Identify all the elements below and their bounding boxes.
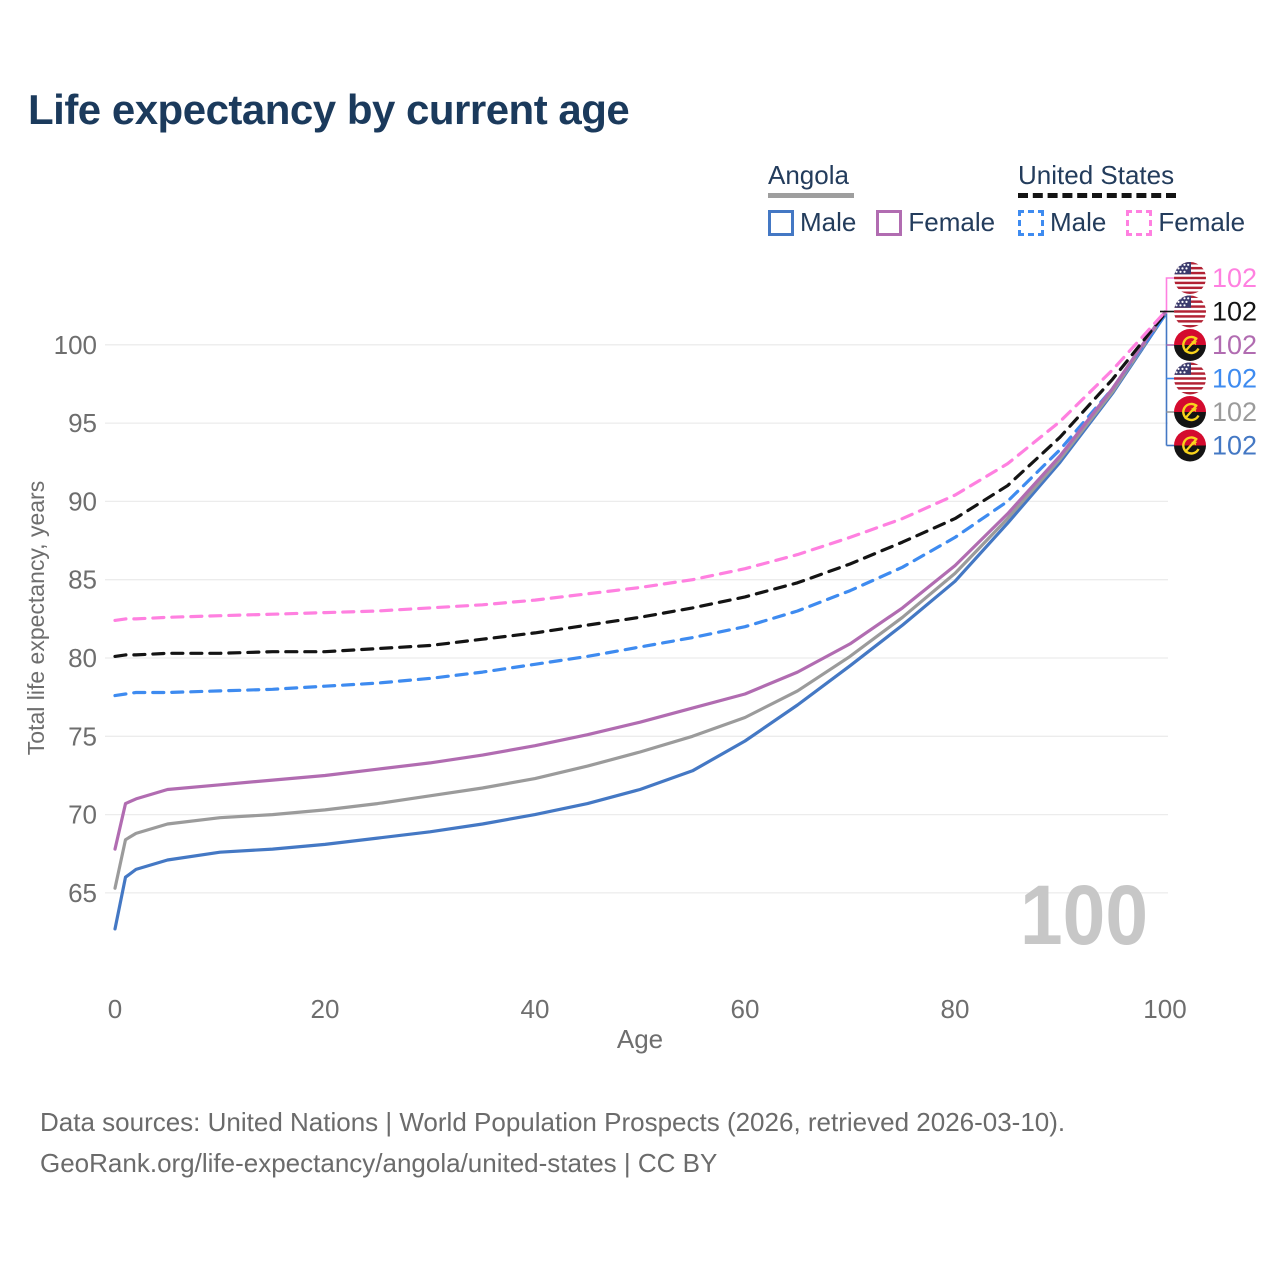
y-tick-label-75: 75 (68, 721, 97, 751)
y-tick-label-85: 85 (68, 565, 97, 595)
x-tick-label-80: 80 (941, 994, 970, 1024)
x-tick-label-100: 100 (1143, 994, 1186, 1024)
legend-group-united-states: United States Male Female (1018, 160, 1245, 238)
y-tick-label-95: 95 (68, 408, 97, 438)
series-line-united-states-male (113, 313, 1167, 698)
legend-country-united-states[interactable]: United States (1018, 160, 1175, 190)
series-end-label-united-states-male: 102 (1212, 364, 1257, 394)
leader-line-us-female (1165, 277, 1174, 314)
series-end-label-angola-female: 102 (1212, 330, 1257, 360)
legend-items-united-states: Male Female (1018, 207, 1245, 238)
angola-female-swatch-icon (876, 209, 903, 236)
legend-item-label: Male (1050, 207, 1107, 237)
us-flag-icon (1174, 363, 1206, 395)
y-tick-label-70: 70 (68, 800, 97, 830)
x-tick-label-20: 20 (311, 994, 340, 1024)
series-end-label-angola-both-sexes: 102 (1212, 397, 1257, 427)
footer-credits: Data sources: United Nations | World Pop… (40, 1102, 1065, 1184)
legend-items-angola: Male Female (768, 207, 995, 238)
x-tick-label-60: 60 (731, 994, 760, 1024)
legend-country-angola[interactable]: Angola (768, 160, 849, 190)
series-end-label-united-states-female: 102 (1212, 263, 1257, 293)
y-tick-label-100: 100 (54, 330, 97, 360)
legend-item-angola-male[interactable]: Male (768, 207, 856, 238)
series-line-united-states-female (113, 310, 1167, 622)
angola-male-swatch-icon (768, 209, 794, 236)
angola-flag-icon (1174, 396, 1206, 428)
legend-item-label: Female (908, 207, 996, 237)
series-line-angola-male (113, 313, 1167, 931)
series-line-angola-female (113, 310, 1167, 851)
angola-flag-icon (1174, 329, 1206, 361)
us-flag-icon (1174, 296, 1206, 328)
x-tick-label-0: 0 (108, 994, 122, 1024)
attribution-line: GeoRank.org/life-expectancy/angola/unite… (40, 1148, 718, 1178)
angola-flag-icon (1174, 430, 1206, 462)
data-sources-line: Data sources: United Nations | World Pop… (40, 1107, 1066, 1137)
legend-underline-united-states (1018, 193, 1176, 198)
page-title: Life expectancy by current age (28, 86, 630, 133)
y-tick-label-80: 80 (68, 643, 97, 673)
x-axis-title: Age (617, 1024, 663, 1054)
series-end-label-united-states-both-sexes: 102 (1212, 297, 1257, 327)
series-line-united-states-both-sexes (113, 311, 1167, 658)
y-tick-label-90: 90 (68, 486, 97, 516)
y-axis-title: Total life expectancy, years (23, 481, 49, 755)
us-female-swatch-icon (1126, 209, 1153, 236)
legend-item-us-male[interactable]: Male (1018, 207, 1106, 238)
y-tick-label-65: 65 (68, 878, 97, 908)
x-tick-label-40: 40 (521, 994, 550, 1024)
series-line-angola-both-sexes (113, 311, 1167, 890)
legend-item-us-female[interactable]: Female (1126, 207, 1245, 238)
us-male-swatch-icon (1018, 209, 1044, 236)
legend-item-label: Female (1158, 207, 1246, 237)
legend-item-angola-female[interactable]: Female (876, 207, 995, 238)
legend-group-angola: Angola Male Female (768, 160, 995, 238)
us-flag-icon (1174, 262, 1206, 294)
series-end-label-angola-male: 102 (1212, 431, 1257, 461)
legend-underline-angola (768, 193, 854, 198)
age-counter-watermark: 100 (1020, 868, 1148, 962)
legend-item-label: Male (800, 207, 857, 237)
